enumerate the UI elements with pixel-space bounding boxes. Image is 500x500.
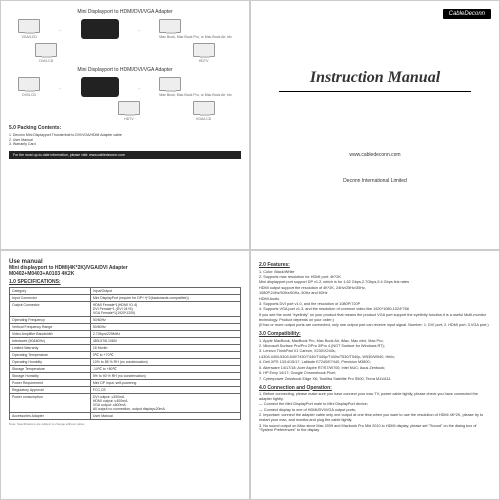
table-row: Power consumptionDVI output: ≤300mA HDMI… bbox=[10, 394, 241, 413]
table-row: Storage Temperature-10℃ to +80℃ bbox=[10, 366, 241, 373]
table-row: Input ConnectorMini DisplayPort (require… bbox=[10, 295, 241, 302]
table-row: Vertical Frequency Range50/60Hz bbox=[10, 324, 241, 331]
list-item: 2. Supports max resolution for HDMI port… bbox=[259, 275, 491, 280]
cover-panel: CableDeconn Instruction Manual www.cable… bbox=[250, 0, 500, 250]
list-item: HDMI Audio bbox=[259, 297, 491, 302]
list-item: L430/L440/L530/L540/T430/T440/T440p/T440… bbox=[259, 355, 491, 360]
list-item: — Connect the Mini DisplayPort male to M… bbox=[259, 402, 491, 407]
diagram-title-2: Mini Displayport to HDMI/DVI/VGA Adapter bbox=[9, 67, 241, 73]
table-row: Storage Humidity5% to 90 % RH (no conden… bbox=[10, 373, 241, 380]
table-row: Accessories AdapterUser Manual bbox=[10, 413, 241, 420]
table-row: Operating Temperature0℃ to +70℃ bbox=[10, 352, 241, 359]
list-item: Mini displayport port support DP v1.2, w… bbox=[259, 280, 491, 285]
table-row: Interlaced (50&60Hz)480i,576i,1080i bbox=[10, 338, 241, 345]
list-item: If you see the word "eyefinity" on your … bbox=[259, 313, 491, 323]
features-title: 2.0 Features: bbox=[259, 262, 491, 269]
list-item: 2. Important: connect the adapter cable … bbox=[259, 413, 491, 423]
diagram-panel: Mini Displayport to HDMI/DVI/VGA Adapter… bbox=[0, 0, 250, 250]
website-url: www.cabledeconn.com bbox=[259, 152, 491, 158]
company-name: Deconn International Limited bbox=[259, 178, 491, 184]
compat-title: 3.0 Compatibility: bbox=[259, 331, 491, 338]
list-item: (If two or more output ports are connect… bbox=[259, 323, 491, 328]
packing-title: 5.0 Packing Contents: bbox=[9, 125, 241, 131]
list-item: 1080P,24Hz/50Hz/60Hz,.50Hz and 60Hz bbox=[259, 291, 491, 296]
list-item: 3. Supports DVI port v1.0, and the resol… bbox=[259, 302, 491, 307]
diagram-1: VGA/LCD ← → Mac Book, Mac Book Pro, or M… bbox=[9, 19, 241, 39]
table-row: Regulatory ApprovalFCC,CE bbox=[10, 387, 241, 394]
diagram-2: DVI/LCD ← → Mac Book, Mac Book Pro, or M… bbox=[9, 77, 241, 97]
table-row: Power RequirementMini DP input, self-pow… bbox=[10, 380, 241, 387]
specs-note: Note: Specifications are subject to chan… bbox=[9, 422, 241, 426]
table-row: Video Amplifier Bandwidth2.7Gbps/225MHz bbox=[10, 331, 241, 338]
list-item: 4. Supports VGA port v1.3, and the resol… bbox=[259, 307, 491, 312]
list-item: 3. No sound output on iMac since Mac 200… bbox=[259, 424, 491, 434]
list-item: 2. Microsoft Surface Pro/Pro 2/Pro 3/Pro… bbox=[259, 344, 491, 349]
conn-title: 4.0 Connection and Operation: bbox=[259, 385, 491, 392]
brand-logo: CableDeconn bbox=[443, 9, 491, 19]
features-panel: 2.0 Features: 1. Color: Black/White2. Su… bbox=[250, 250, 500, 500]
list-item: 1. Color: Black/White bbox=[259, 270, 491, 275]
diagram-title-1: Mini Displayport to HDMI/DVI/VGA Adapter bbox=[9, 9, 241, 15]
list-item: 3. Lenovo ThinkPad X1 Carbon, X230/X240s… bbox=[259, 349, 491, 354]
list-item: — Connect display to one of HDMI/DVI/VGA… bbox=[259, 408, 491, 413]
update-info-footer: For the most up-to-date information, ple… bbox=[9, 151, 241, 159]
list-item: HDMI output support the resolution of 4K… bbox=[259, 286, 491, 291]
table-row: Operating Humidity10% to 85 % RH (no con… bbox=[10, 359, 241, 366]
specs-table: CategoryInput/OutputInput ConnectorMini … bbox=[9, 287, 241, 420]
list-item: 4. Dell XPS 13/14/15/17, Latitude E7240/… bbox=[259, 360, 491, 365]
table-row: Limited Warranty18 Month bbox=[10, 345, 241, 352]
table-row: CategoryInput/Output bbox=[10, 288, 241, 295]
product-subtitle: Mini displayport to HDMI(4K*2K)/VGA/DVI … bbox=[9, 265, 241, 277]
list-item: 7. Cyberpower Zeusbook Edge X6; Toshiba … bbox=[259, 377, 491, 382]
list-item: 6. HP Envy 14/17; Google Chromebook Pixe… bbox=[259, 371, 491, 376]
table-row: Operating Frequency50/60Hz bbox=[10, 317, 241, 324]
list-item: 5. Alienware 14/17/18; Acer Aspire R7/S7… bbox=[259, 366, 491, 371]
specs-panel: Use manual Mini displayport to HDMI(4K*2… bbox=[0, 250, 250, 500]
adapter-icon bbox=[81, 19, 119, 39]
table-row: Output ConnectorHDMI Female*1(HDMI V1.4)… bbox=[10, 302, 241, 317]
manual-title: Instruction Manual bbox=[279, 69, 471, 92]
list-item: 1. Before connecting, please make sure y… bbox=[259, 392, 491, 402]
specs-section-title: 1.0 SPECIFICATIONS: bbox=[9, 279, 241, 285]
list-item: 1. Apple MacBook, MacBook Pro, Mac Book … bbox=[259, 339, 491, 344]
